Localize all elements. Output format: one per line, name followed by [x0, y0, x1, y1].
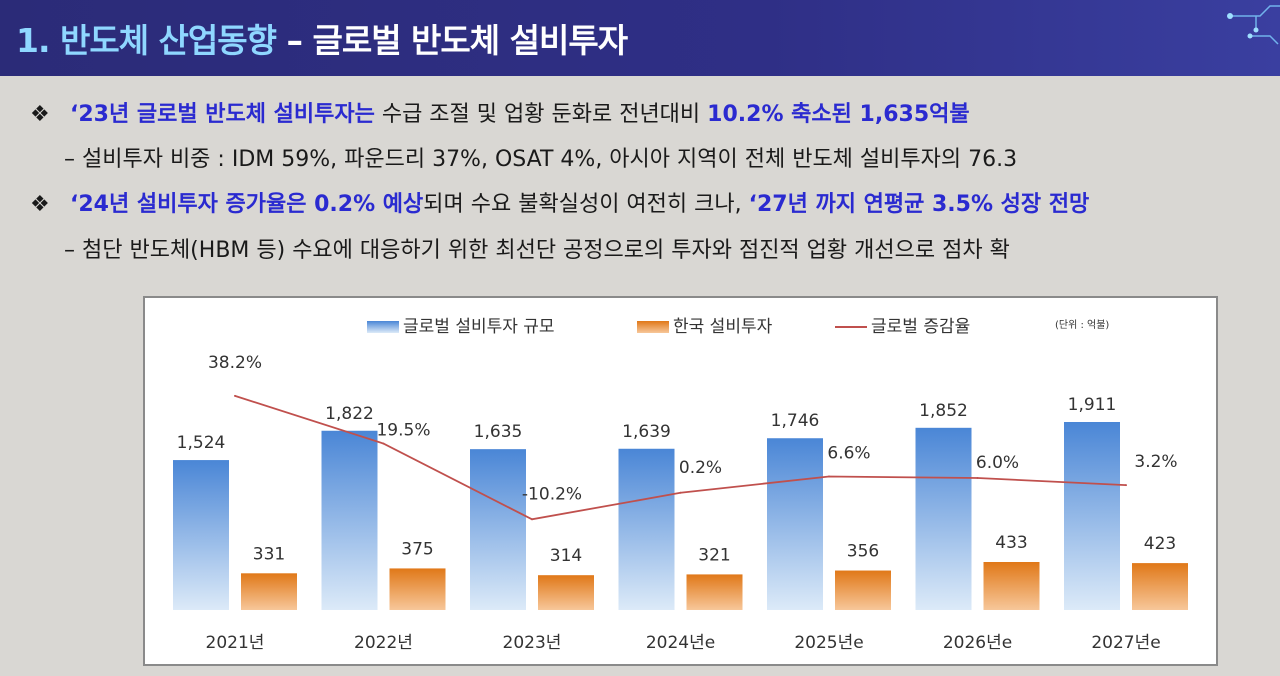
growth-point [234, 394, 236, 397]
bar-global [767, 438, 823, 610]
x-tick-label: 2027년e [1091, 633, 1160, 653]
bar-global-label: 1,852 [919, 401, 968, 421]
growth-point [976, 477, 979, 479]
bullet-2-text: 되며 수요 불확실성이 여전히 크나, [423, 192, 749, 217]
bullet-1-highlight-a: ‘23년 글로벌 반도체 설비투자는 [70, 102, 375, 127]
sub-bullet-2: – 첨단 반도체(HBM 등) 수요에 대응하기 위한 최선단 공정으로의 투자… [64, 238, 1010, 263]
x-tick-label: 2022년 [354, 633, 413, 653]
legend-global: 글로벌 설비투자 규모 [367, 312, 555, 337]
header-bar: 1. 반도체 산업동향 – 글로벌 반도체 설비투자 [0, 0, 1280, 76]
bar-korea-label: 314 [550, 546, 582, 566]
x-tick-label: 2024년e [646, 633, 715, 653]
growth-point [531, 518, 533, 521]
bar-global-label: 1,635 [474, 422, 523, 442]
bullet-diamond-icon: ❖ [30, 102, 50, 127]
bar-korea-label: 321 [698, 545, 730, 565]
bullet-2-highlight-a: ‘24년 설비투자 증가율은 0.2% 예상 [70, 192, 424, 217]
sub-bullet-1: – 설비투자 비중 : IDM 59%, 파운드리 37%, OSAT 4%, … [64, 147, 1018, 172]
bar-global-label: 1,639 [622, 422, 671, 442]
growth-label: -10.2% [522, 484, 582, 504]
bar-global [915, 427, 972, 610]
bar-korea [1132, 563, 1188, 610]
bar-global [321, 430, 378, 610]
x-tick-label: 2023년 [503, 633, 562, 653]
x-tick-label: 2025년e [794, 633, 863, 653]
bullet-2: ❖ ‘24년 설비투자 증가율은 0.2% 예상되며 수요 불확실성이 여전히 크… [30, 186, 1089, 218]
bar-korea [835, 570, 891, 610]
bar-korea-label: 423 [1144, 534, 1176, 554]
bullet-1: ❖ ‘23년 글로벌 반도체 설비투자는 수급 조절 및 업황 둔화로 전년대비 … [30, 96, 970, 128]
bar-global [173, 460, 229, 610]
bar-korea [538, 575, 594, 610]
bar-korea-label: 433 [995, 533, 1027, 553]
bar-korea [983, 562, 1040, 610]
legend-global-label: 글로벌 설비투자 규모 [403, 317, 555, 337]
page-title: 1. 반도체 산업동향 – 글로벌 반도체 설비투자 [16, 14, 629, 62]
circuit-decoration-icon [1227, 5, 1280, 45]
growth-label: 3.2% [1134, 452, 1177, 472]
bullet-1-text: 수급 조절 및 업황 둔화로 전년대비 [374, 102, 708, 127]
x-tick-label: 2026년e [943, 633, 1012, 653]
growth-point [382, 442, 385, 445]
bar-korea [686, 574, 743, 610]
legend-korea-label: 한국 설비투자 [673, 317, 773, 337]
bar-korea-label: 375 [401, 539, 433, 559]
legend-global-swatch [367, 321, 399, 333]
growth-label: 19.5% [376, 421, 430, 441]
growth-label: 38.2% [208, 353, 262, 373]
chart-svg: 1,524 331 2021년 1,822 375 2022년 1,635 314 2023년 1… [173, 353, 1188, 653]
growth-point [1125, 484, 1127, 487]
chart-panel: 글로벌 설비투자 규모 한국 설비투자 글로벌 증감율 (단위 : 억불) 1,… [143, 296, 1218, 666]
bar-korea [389, 568, 446, 610]
growth-point [828, 475, 830, 478]
bar-global-label: 1,822 [325, 404, 374, 424]
title-prefix: 1. 반도체 산업동향 [16, 21, 277, 60]
bar-global [1064, 422, 1120, 610]
legend-korea: 한국 설비투자 [637, 312, 772, 337]
bar-korea-label: 356 [847, 542, 879, 562]
bar-global-label: 1,524 [177, 433, 226, 453]
bar-global-label: 1,746 [771, 411, 820, 431]
x-tick-label: 2021년 [206, 633, 265, 653]
bar-global-label: 1,911 [1068, 395, 1117, 415]
legend-growth-label: 글로벌 증감율 [871, 317, 971, 337]
growth-point [679, 491, 682, 494]
growth-label: 0.2% [679, 458, 722, 478]
bar-korea [241, 573, 297, 610]
bar-global [618, 448, 675, 610]
legend-korea-swatch [637, 321, 669, 333]
unit-label: (단위 : 억불) [1055, 320, 1110, 331]
growth-label: 6.6% [827, 443, 870, 463]
title-suffix: – 글로벌 반도체 설비투자 [286, 21, 629, 60]
legend-growth-swatch [835, 326, 867, 328]
bar-global [470, 449, 526, 610]
bar-korea-label: 331 [253, 544, 285, 564]
legend-growth: 글로벌 증감율 [835, 312, 970, 337]
growth-label: 6.0% [976, 453, 1019, 473]
bullet-1-highlight-b: 10.2% 축소된 1,635억불 [707, 102, 970, 127]
bullet-2-highlight-b: ‘27년 까지 연평균 3.5% 성장 전망 [748, 192, 1090, 217]
bullet-diamond-icon: ❖ [30, 192, 50, 217]
